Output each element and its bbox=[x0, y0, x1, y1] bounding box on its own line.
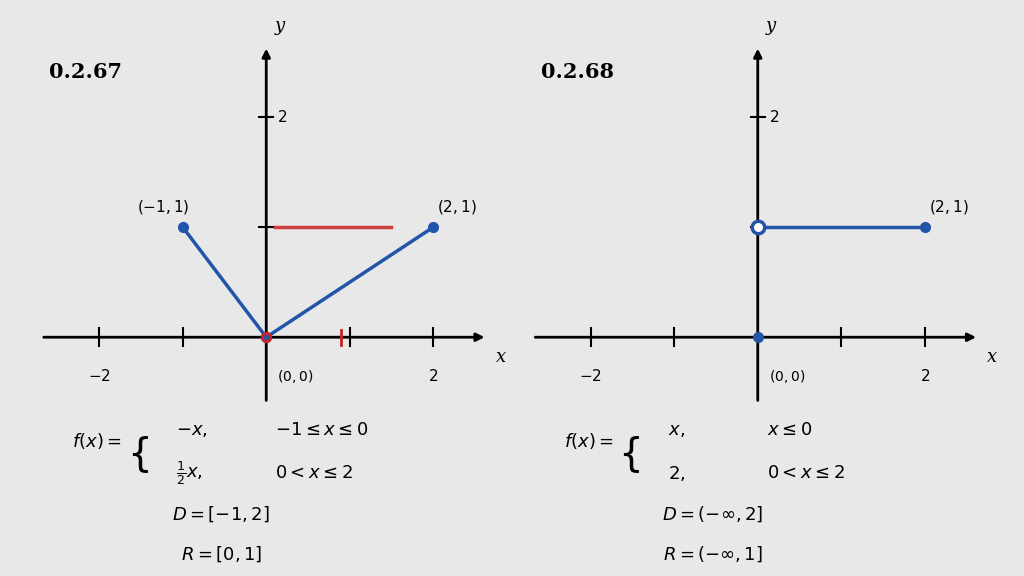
Text: $2$: $2$ bbox=[920, 368, 930, 384]
Text: $(0,0)$: $(0,0)$ bbox=[769, 368, 805, 385]
Text: $-1 \leq x \leq 0$: $-1 \leq x \leq 0$ bbox=[275, 421, 369, 439]
Text: $\{$: $\{$ bbox=[127, 434, 148, 475]
Text: $R = (-\infty, 1]$: $R = (-\infty, 1]$ bbox=[663, 544, 763, 564]
Text: $-2$: $-2$ bbox=[88, 368, 111, 384]
Text: $2$: $2$ bbox=[428, 368, 438, 384]
Text: $2$: $2$ bbox=[278, 109, 287, 126]
Text: 0.2.68: 0.2.68 bbox=[541, 62, 613, 82]
Text: $D = (-\infty, 2]$: $D = (-\infty, 2]$ bbox=[663, 504, 763, 524]
Text: $x \leq 0$: $x \leq 0$ bbox=[767, 421, 812, 439]
Text: x: x bbox=[987, 348, 997, 366]
Text: $-x,$: $-x,$ bbox=[176, 421, 208, 439]
Text: $\frac{1}{2}x,$: $\frac{1}{2}x,$ bbox=[176, 460, 203, 487]
Text: $R = [0, 1]$: $R = [0, 1]$ bbox=[180, 544, 262, 564]
Text: $D = [-1, 2]$: $D = [-1, 2]$ bbox=[172, 504, 270, 524]
Text: x: x bbox=[496, 348, 506, 366]
Text: $\{$: $\{$ bbox=[618, 434, 640, 475]
Text: $2$: $2$ bbox=[769, 109, 778, 126]
Text: $-2$: $-2$ bbox=[580, 368, 602, 384]
Text: $(2,1)$: $(2,1)$ bbox=[929, 198, 969, 216]
Text: $0 < x \leq 2$: $0 < x \leq 2$ bbox=[767, 464, 845, 483]
Text: y: y bbox=[274, 17, 285, 35]
Text: $2,$: $2,$ bbox=[668, 464, 685, 483]
Text: 0.2.67: 0.2.67 bbox=[49, 62, 122, 82]
Text: y: y bbox=[766, 17, 776, 35]
Text: $(-1,1)$: $(-1,1)$ bbox=[137, 198, 189, 216]
Text: $(0,0)$: $(0,0)$ bbox=[278, 368, 313, 385]
Text: $x,$: $x,$ bbox=[668, 421, 685, 439]
Text: $0 < x \leq 2$: $0 < x \leq 2$ bbox=[275, 464, 353, 483]
Text: $(2,1)$: $(2,1)$ bbox=[437, 198, 477, 216]
Text: $f(x) =$: $f(x) =$ bbox=[564, 431, 613, 451]
Text: $f(x) =$: $f(x) =$ bbox=[73, 431, 122, 451]
